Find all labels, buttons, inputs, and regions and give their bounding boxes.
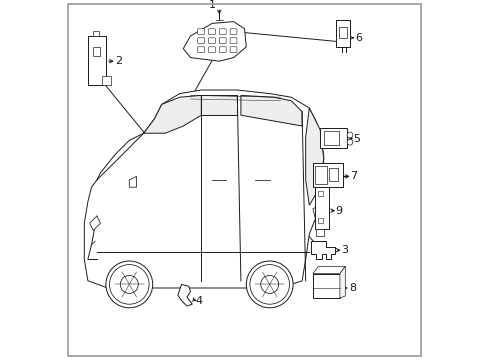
FancyBboxPatch shape [339,27,346,38]
FancyBboxPatch shape [230,29,237,35]
Polygon shape [93,31,99,36]
Polygon shape [89,216,101,230]
Text: 1: 1 [208,0,215,10]
Text: 6: 6 [355,33,362,43]
Polygon shape [339,266,345,298]
FancyBboxPatch shape [230,47,237,53]
Circle shape [106,261,152,308]
FancyBboxPatch shape [208,29,215,35]
FancyBboxPatch shape [219,38,225,44]
Polygon shape [312,205,323,223]
Circle shape [246,261,292,308]
FancyBboxPatch shape [328,168,337,181]
Text: 3: 3 [340,245,347,255]
Text: 7: 7 [349,171,356,181]
FancyBboxPatch shape [312,274,339,298]
FancyBboxPatch shape [318,191,323,196]
Polygon shape [178,284,192,306]
Polygon shape [102,76,111,85]
Circle shape [346,132,352,138]
Circle shape [346,139,352,145]
Polygon shape [310,241,334,259]
Text: 9: 9 [335,206,342,216]
FancyBboxPatch shape [312,163,343,187]
FancyBboxPatch shape [208,38,215,44]
Circle shape [249,265,289,304]
Polygon shape [129,176,136,187]
Polygon shape [305,108,323,205]
Text: 2: 2 [115,56,122,66]
Polygon shape [88,36,106,85]
Polygon shape [183,22,246,61]
FancyBboxPatch shape [197,47,204,53]
FancyBboxPatch shape [314,187,328,229]
Text: 4: 4 [196,296,203,306]
FancyBboxPatch shape [208,47,215,53]
FancyBboxPatch shape [219,29,225,35]
FancyBboxPatch shape [219,47,225,53]
Polygon shape [312,266,345,274]
FancyBboxPatch shape [336,20,349,47]
FancyBboxPatch shape [230,38,237,44]
FancyBboxPatch shape [323,131,338,145]
Circle shape [109,265,149,304]
Circle shape [260,275,278,293]
FancyBboxPatch shape [197,38,204,44]
FancyBboxPatch shape [318,218,323,223]
FancyBboxPatch shape [314,166,326,184]
Text: 5: 5 [353,134,360,144]
FancyBboxPatch shape [93,47,100,56]
FancyBboxPatch shape [316,229,323,236]
Polygon shape [84,90,323,288]
Polygon shape [143,95,201,133]
Circle shape [120,275,138,293]
Polygon shape [201,95,237,115]
Text: 8: 8 [348,283,355,293]
FancyBboxPatch shape [320,128,346,148]
Polygon shape [241,95,302,126]
FancyBboxPatch shape [197,29,204,35]
